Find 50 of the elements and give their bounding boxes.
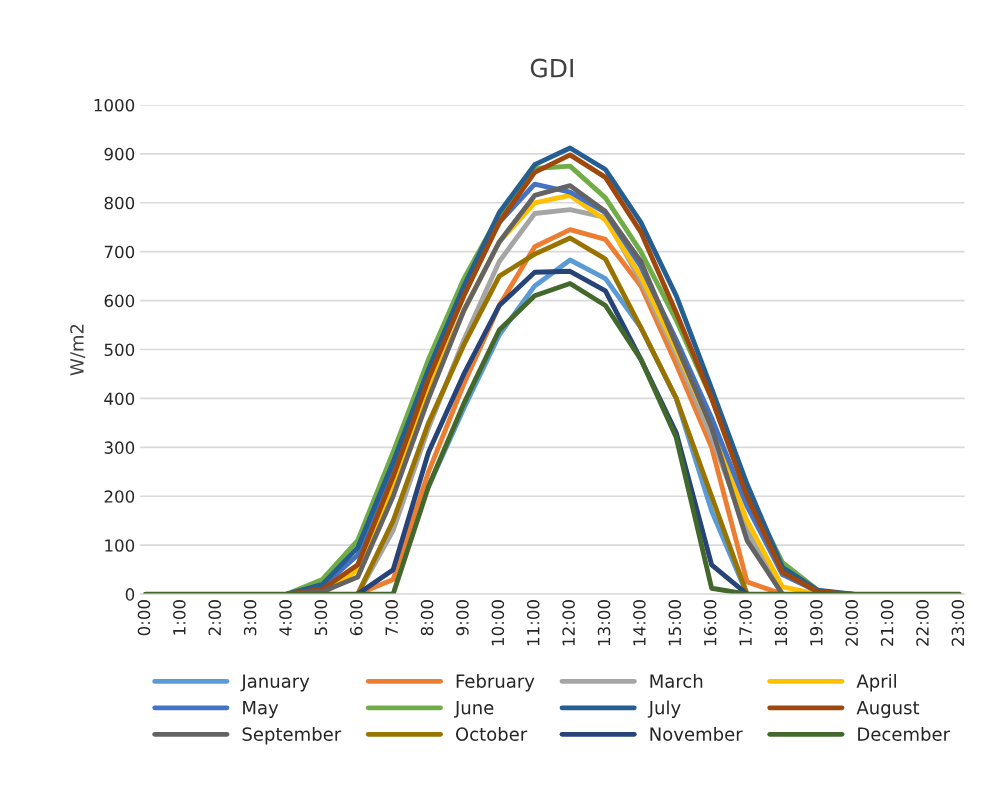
legend-label: May xyxy=(243,701,279,718)
legend-label: April xyxy=(856,673,896,692)
legend-label: July xyxy=(647,700,681,718)
x-tick-label: 12:00 xyxy=(562,600,575,646)
y-tick-label: 100 xyxy=(105,539,135,552)
x-tick-label: 19:00 xyxy=(810,600,823,646)
legend-label: March xyxy=(650,673,703,688)
line-series xyxy=(142,281,962,595)
x-tick-label: 17:00 xyxy=(739,600,752,646)
x-tick-label: 18:00 xyxy=(774,600,788,646)
x-tick-label: 16:00 xyxy=(703,600,717,646)
legend-label: November xyxy=(650,726,743,741)
x-tick-label: 5:00 xyxy=(314,600,328,636)
x-tick-label: 14:00 xyxy=(633,600,646,646)
y-tick-label: 600 xyxy=(104,294,135,308)
y-tick-label: 0 xyxy=(125,588,135,601)
x-tick-label: 7:00 xyxy=(385,600,398,636)
y-axis-title: W/m2 xyxy=(70,324,86,376)
legend-label: September xyxy=(242,726,342,745)
x-tick-label: 9:00 xyxy=(456,600,469,636)
y-tick-label: 300 xyxy=(104,441,135,454)
y-tick-label: 700 xyxy=(104,245,135,259)
y-tick-label: 400 xyxy=(104,392,135,406)
legend-label: June xyxy=(454,701,494,718)
x-tick-label: 23:00 xyxy=(951,600,965,646)
x-tick-label: 10:00 xyxy=(491,600,505,646)
legend-label: February xyxy=(456,673,535,692)
x-tick-label: 1:00 xyxy=(173,600,186,635)
x-tick-label: 22:00 xyxy=(916,600,929,646)
x-tick-label: 4:00 xyxy=(279,600,292,636)
chart-title: GDI xyxy=(530,58,573,78)
y-tick-label: 800 xyxy=(104,196,135,210)
x-tick-label: 11:00 xyxy=(526,600,540,646)
y-tick-label: 900 xyxy=(104,147,135,161)
x-tick-label: 2:00 xyxy=(208,600,222,636)
legend-label: August xyxy=(856,701,920,718)
x-tick-label: 21:00 xyxy=(880,600,894,646)
x-tick-label: 0:00 xyxy=(137,600,151,636)
legend-label: October xyxy=(455,726,528,741)
x-tick-label: 13:00 xyxy=(597,600,611,646)
legend-label: December xyxy=(858,726,951,741)
y-tick-label: 200 xyxy=(104,490,135,503)
y-tick-label: 1000 xyxy=(94,98,135,112)
x-tick-label: 20:00 xyxy=(845,600,859,646)
legend-label: January xyxy=(240,674,310,692)
x-tick-label: 3:00 xyxy=(243,600,257,636)
x-tick-label: 8:00 xyxy=(420,600,434,636)
y-tick-label: 500 xyxy=(104,343,135,357)
x-tick-label: 6:00 xyxy=(349,600,363,636)
x-tick-label: 15:00 xyxy=(668,600,682,646)
